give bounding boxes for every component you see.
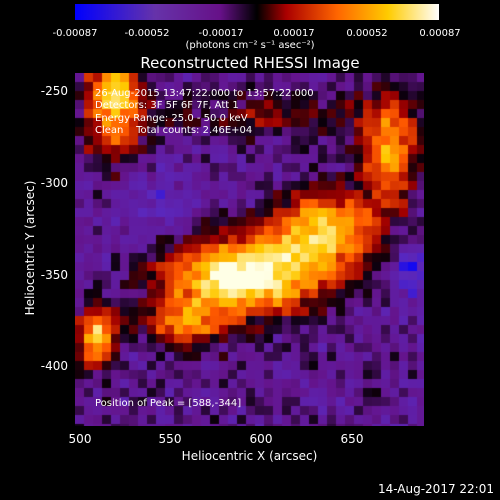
colorbar-tick: 0.00017 xyxy=(273,28,315,39)
x-tick-label: 550 xyxy=(158,432,182,446)
y-tick-label: -250 xyxy=(40,84,68,98)
info-clean: Clean Total counts: 2.46E+04 xyxy=(95,124,253,136)
colorbar-tick: -0.00087 xyxy=(52,28,98,39)
colorbar-tick: -0.00052 xyxy=(124,28,170,39)
x-tick-label: 650 xyxy=(340,432,364,446)
info-detectors: Detectors: 3F 5F 6F 7F, Att 1 xyxy=(95,100,239,112)
x-tick-label: 500 xyxy=(68,432,92,446)
x-axis-label: Heliocentric X (arcsec) xyxy=(181,449,318,463)
image-title: Reconstructed RHESSI Image xyxy=(140,54,360,72)
y-axis-label: Heliocentric Y (arcsec) xyxy=(23,180,37,316)
info-energy: Energy Range: 25.0 - 50.0 keV xyxy=(95,112,248,124)
observation-info: 26-Aug-2015 13:47:22.000 to 13:57:22.000… xyxy=(95,88,314,137)
y-tick-label: -350 xyxy=(40,268,68,282)
timestamp: 14-Aug-2017 22:01 xyxy=(377,482,494,496)
colorbar-tick: 0.00052 xyxy=(346,28,388,39)
peak-position: Position of Peak = [588,-344] xyxy=(95,398,242,409)
colorbar-tick: -0.00017 xyxy=(198,28,244,39)
solar-xray-image xyxy=(75,73,424,426)
x-tick-label: 600 xyxy=(249,432,273,446)
info-time: 26-Aug-2015 13:47:22.000 to 13:57:22.000 xyxy=(95,88,314,99)
colorbar-unit: (photons cm⁻² s⁻¹ asec⁻²) xyxy=(185,40,315,51)
y-tick-label: -400 xyxy=(40,359,68,373)
colorbar-gradient xyxy=(75,4,439,20)
y-tick-label: -300 xyxy=(40,176,68,190)
colorbar-tick: 0.00087 xyxy=(419,28,461,39)
